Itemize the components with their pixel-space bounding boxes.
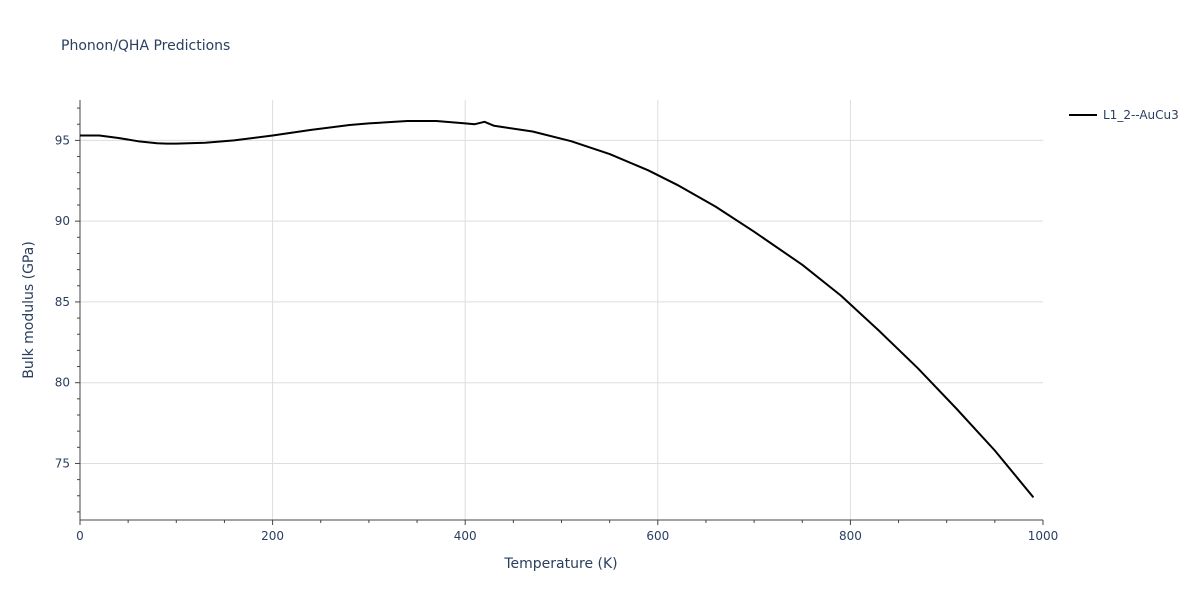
legend-label[interactable]: L1_2--AuCu3: [1103, 108, 1179, 122]
x-axis-ticks: 0 200 400 600 800 1000: [76, 520, 1058, 543]
axes: [79, 100, 1043, 521]
y-axis-title: Bulk modulus (GPa): [21, 241, 37, 379]
y-axis-ticks: 75 80 85 90 95: [55, 107, 80, 513]
y-tick-label: 95: [55, 133, 70, 147]
chart-title: Phonon/QHA Predictions: [61, 38, 230, 54]
gridlines: [80, 100, 1043, 520]
plot-area: [80, 120, 1035, 499]
x-tick-label: 600: [646, 529, 669, 543]
x-tick-label: 400: [454, 529, 477, 543]
x-tick-label: 0: [76, 529, 84, 543]
y-tick-label: 75: [55, 456, 70, 470]
y-tick-label: 85: [55, 295, 70, 309]
x-tick-label: 1000: [1028, 529, 1059, 543]
x-tick-label: 800: [839, 529, 862, 543]
y-tick-label: 90: [55, 214, 70, 228]
series-line: [80, 120, 1035, 499]
y-tick-label: 80: [55, 376, 70, 390]
legend[interactable]: L1_2--AuCu3: [1069, 108, 1179, 122]
x-axis-title: Temperature (K): [503, 556, 617, 572]
x-tick-label: 200: [261, 529, 284, 543]
